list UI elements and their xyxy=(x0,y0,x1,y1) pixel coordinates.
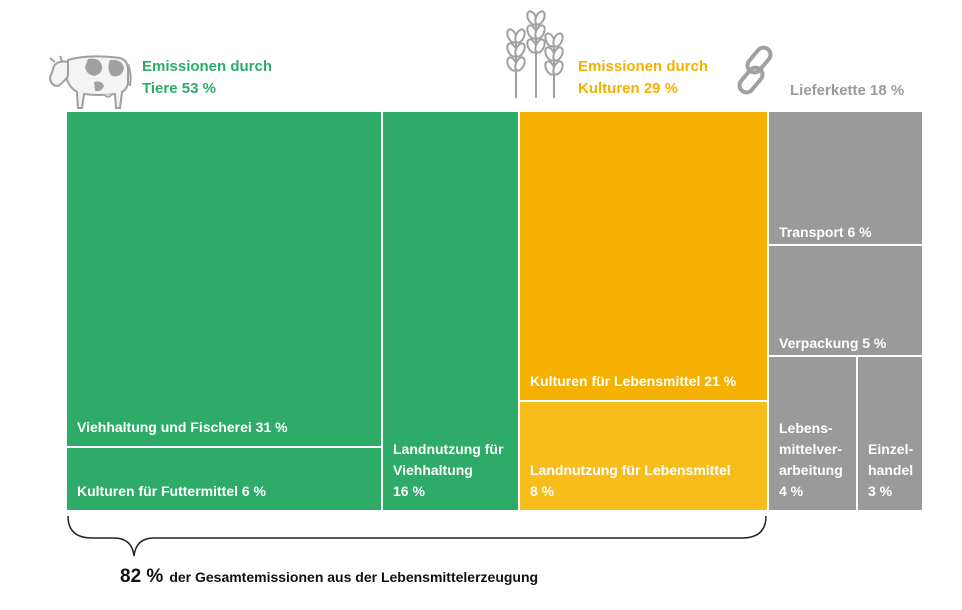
group-label-supply: Lieferkette 18 % xyxy=(790,80,904,102)
tile-landnutzung-viehhaltung: Landnutzung für Viehhaltung 16 % xyxy=(382,111,519,511)
tile-label: Kulturen für Lebensmittel 21 % xyxy=(530,371,736,392)
tile-label-line: handel xyxy=(868,462,914,478)
tile-label: Landnutzung für Viehhaltung 16 % xyxy=(393,439,503,502)
tile-label-line: Viehhaltung und Fischerei 31 % xyxy=(77,419,288,435)
wheat-icon xyxy=(506,10,564,98)
tile-label: Viehhaltung und Fischerei 31 % xyxy=(77,417,288,438)
footer-text: der Gesamtemissionen aus der Lebensmitte… xyxy=(169,569,539,585)
group-label-crops: Emissionen durch Kulturen 29 % xyxy=(578,56,708,100)
tile-label: Verpackung 5 % xyxy=(779,333,886,354)
tile-label-line: arbeitung xyxy=(779,462,843,478)
group-label-animals: Emissionen durch Tiere 53 % xyxy=(142,56,272,100)
tile-kulturen-lebensmittel: Kulturen für Lebensmittel 21 % xyxy=(519,111,768,401)
tile-label-line: 8 % xyxy=(530,483,555,499)
group-label-line: Lieferkette 18 % xyxy=(790,82,905,99)
cow-icon xyxy=(48,55,132,109)
tile-label: Lebens-mittelver-arbeitung 4 % xyxy=(779,418,843,502)
tile-label-line: Viehhaltung xyxy=(393,462,473,478)
tile-lebensmittelverarbeitung: Lebens-mittelver-arbeitung 4 % xyxy=(768,356,857,511)
tile-label-line: Landnutzung für Lebensmittel xyxy=(530,462,731,478)
tile-label-line: Lebens- xyxy=(779,420,833,436)
group-label-line: Emissionen durch xyxy=(142,58,273,75)
tile-label-line: 16 % xyxy=(393,483,425,499)
group-label-line: Kulturen 29 % xyxy=(578,80,679,97)
footer-summary: 82 % der Gesamtemissionen aus der Lebensm… xyxy=(120,566,538,588)
tile-label-line: Kulturen für Futtermittel 6 % xyxy=(77,483,267,499)
tile-label-line: Transport 6 % xyxy=(779,224,872,240)
tile-label: Einzel-handel 3 % xyxy=(868,439,913,502)
tile-einzelhandel: Einzel-handel 3 % xyxy=(857,356,923,511)
tile-transport: Transport 6 % xyxy=(768,111,923,245)
curly-brace xyxy=(67,515,767,557)
tile-label-line: Landnutzung für xyxy=(393,441,504,457)
tile-label-line: 4 % xyxy=(779,483,804,499)
tile-landnutzung-lebensmittel: Landnutzung für Lebensmittel 8 % xyxy=(519,401,768,511)
tile-label-line: Einzel- xyxy=(868,441,914,457)
tile-label: Kulturen für Futtermittel 6 % xyxy=(77,481,266,502)
tile-label-line: Verpackung 5 % xyxy=(779,335,887,351)
tile-label-line: 3 % xyxy=(868,483,893,499)
chain-link-icon xyxy=(737,45,773,95)
tile-kulturen-futtermittel: Kulturen für Futtermittel 6 % xyxy=(66,447,382,511)
tile-label-line: Kulturen für Lebensmittel 21 % xyxy=(530,373,737,389)
group-label-line: Tiere 53 % xyxy=(142,80,216,97)
tile-viehhaltung-fischerei: Viehhaltung und Fischerei 31 % xyxy=(66,111,382,447)
group-label-line: Emissionen durch xyxy=(578,58,709,75)
tile-label-line: mittelver- xyxy=(779,441,843,457)
tile-verpackung: Verpackung 5 % xyxy=(768,245,923,356)
tile-label: Landnutzung für Lebensmittel 8 % xyxy=(530,460,731,502)
tile-label: Transport 6 % xyxy=(779,222,872,243)
footer-percent: 82 % xyxy=(120,566,164,587)
